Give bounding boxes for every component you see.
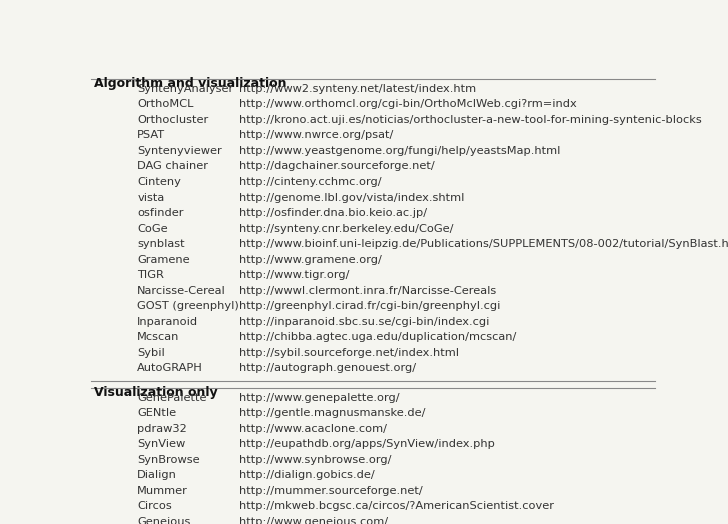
Text: SyntenyAnalyser: SyntenyAnalyser xyxy=(138,84,234,94)
Text: GOST (greenphyl): GOST (greenphyl) xyxy=(138,301,239,311)
Text: pdraw32: pdraw32 xyxy=(138,423,187,434)
Text: osfinder: osfinder xyxy=(138,208,183,218)
Text: Orthocluster: Orthocluster xyxy=(138,115,208,125)
Text: http://osfinder.dna.bio.keio.ac.jp/: http://osfinder.dna.bio.keio.ac.jp/ xyxy=(239,208,427,218)
Text: http://eupathdb.org/apps/SynView/index.php: http://eupathdb.org/apps/SynView/index.p… xyxy=(239,439,495,449)
Text: Gramene: Gramene xyxy=(138,255,190,265)
Text: CoGe: CoGe xyxy=(138,224,168,234)
Text: http://synteny.cnr.berkeley.edu/CoGe/: http://synteny.cnr.berkeley.edu/CoGe/ xyxy=(239,224,454,234)
Text: http://www.orthomcl.org/cgi-bin/OrthoMclWeb.cgi?rm=indx: http://www.orthomcl.org/cgi-bin/OrthoMcl… xyxy=(239,100,577,110)
Text: http://www.tigr.org/: http://www.tigr.org/ xyxy=(239,270,349,280)
Text: Circos: Circos xyxy=(138,501,172,511)
Text: GENtle: GENtle xyxy=(138,408,176,418)
Text: http://www.geneious.com/: http://www.geneious.com/ xyxy=(239,517,388,524)
Text: http://krono.act.uji.es/noticias/orthocluster-a-new-tool-for-mining-syntenic-blo: http://krono.act.uji.es/noticias/orthocl… xyxy=(239,115,702,125)
Text: Mummer: Mummer xyxy=(138,486,188,496)
Text: SynView: SynView xyxy=(138,439,186,449)
Text: http://www.genepalette.org/: http://www.genepalette.org/ xyxy=(239,392,400,402)
Text: Visualization only: Visualization only xyxy=(94,386,218,399)
Text: http://wwwl.clermont.inra.fr/Narcisse-Cereals: http://wwwl.clermont.inra.fr/Narcisse-Ce… xyxy=(239,286,496,296)
Text: http://www2.synteny.net/latest/index.htm: http://www2.synteny.net/latest/index.htm xyxy=(239,84,476,94)
Text: PSAT: PSAT xyxy=(138,130,165,140)
Text: http://www.synbrowse.org/: http://www.synbrowse.org/ xyxy=(239,455,392,465)
Text: OrthoMCL: OrthoMCL xyxy=(138,100,194,110)
Text: GenePalette: GenePalette xyxy=(138,392,207,402)
Text: http://mummer.sourceforge.net/: http://mummer.sourceforge.net/ xyxy=(239,486,422,496)
Text: Mcscan: Mcscan xyxy=(138,332,180,342)
Text: http://greenphyl.cirad.fr/cgi-bin/greenphyl.cgi: http://greenphyl.cirad.fr/cgi-bin/greenp… xyxy=(239,301,500,311)
Text: http://chibba.agtec.uga.edu/duplication/mcscan/: http://chibba.agtec.uga.edu/duplication/… xyxy=(239,332,516,342)
Text: http://gentle.magnusmanske.de/: http://gentle.magnusmanske.de/ xyxy=(239,408,425,418)
Text: http://dagchainer.sourceforge.net/: http://dagchainer.sourceforge.net/ xyxy=(239,161,435,171)
Text: synblast: synblast xyxy=(138,239,185,249)
Text: http://www.nwrce.org/psat/: http://www.nwrce.org/psat/ xyxy=(239,130,393,140)
Text: vista: vista xyxy=(138,192,165,202)
Text: Geneious: Geneious xyxy=(138,517,191,524)
Text: Inparanoid: Inparanoid xyxy=(138,317,199,327)
Text: Sybil: Sybil xyxy=(138,348,165,358)
Text: http://dialign.gobics.de/: http://dialign.gobics.de/ xyxy=(239,470,375,480)
Text: http://www.gramene.org/: http://www.gramene.org/ xyxy=(239,255,381,265)
Text: http://mkweb.bcgsc.ca/circos/?AmericanScientist.cover: http://mkweb.bcgsc.ca/circos/?AmericanSc… xyxy=(239,501,554,511)
Text: http://www.yeastgenome.org/fungi/help/yeastsMap.html: http://www.yeastgenome.org/fungi/help/ye… xyxy=(239,146,560,156)
Text: DAG chainer: DAG chainer xyxy=(138,161,208,171)
Text: http://sybil.sourceforge.net/index.html: http://sybil.sourceforge.net/index.html xyxy=(239,348,459,358)
Text: Dialign: Dialign xyxy=(138,470,177,480)
Text: TIGR: TIGR xyxy=(138,270,164,280)
Text: http://inparanoid.sbc.su.se/cgi-bin/index.cgi: http://inparanoid.sbc.su.se/cgi-bin/inde… xyxy=(239,317,489,327)
Text: Algorithm and visualization: Algorithm and visualization xyxy=(94,77,286,90)
Text: http://cinteny.cchmc.org/: http://cinteny.cchmc.org/ xyxy=(239,177,381,187)
Text: AutoGRAPH: AutoGRAPH xyxy=(138,363,203,374)
Text: http://www.bioinf.uni-leipzig.de/Publications/SUPPLEMENTS/08-002/tutorial/SynBla: http://www.bioinf.uni-leipzig.de/Publica… xyxy=(239,239,728,249)
Text: Syntenyviewer: Syntenyviewer xyxy=(138,146,222,156)
Text: http://autograph.genouest.org/: http://autograph.genouest.org/ xyxy=(239,363,416,374)
Text: Narcisse-Cereal: Narcisse-Cereal xyxy=(138,286,226,296)
Text: SynBrowse: SynBrowse xyxy=(138,455,200,465)
Text: Cinteny: Cinteny xyxy=(138,177,181,187)
Text: http://genome.lbl.gov/vista/index.shtml: http://genome.lbl.gov/vista/index.shtml xyxy=(239,192,464,202)
Text: http://www.acaclone.com/: http://www.acaclone.com/ xyxy=(239,423,387,434)
